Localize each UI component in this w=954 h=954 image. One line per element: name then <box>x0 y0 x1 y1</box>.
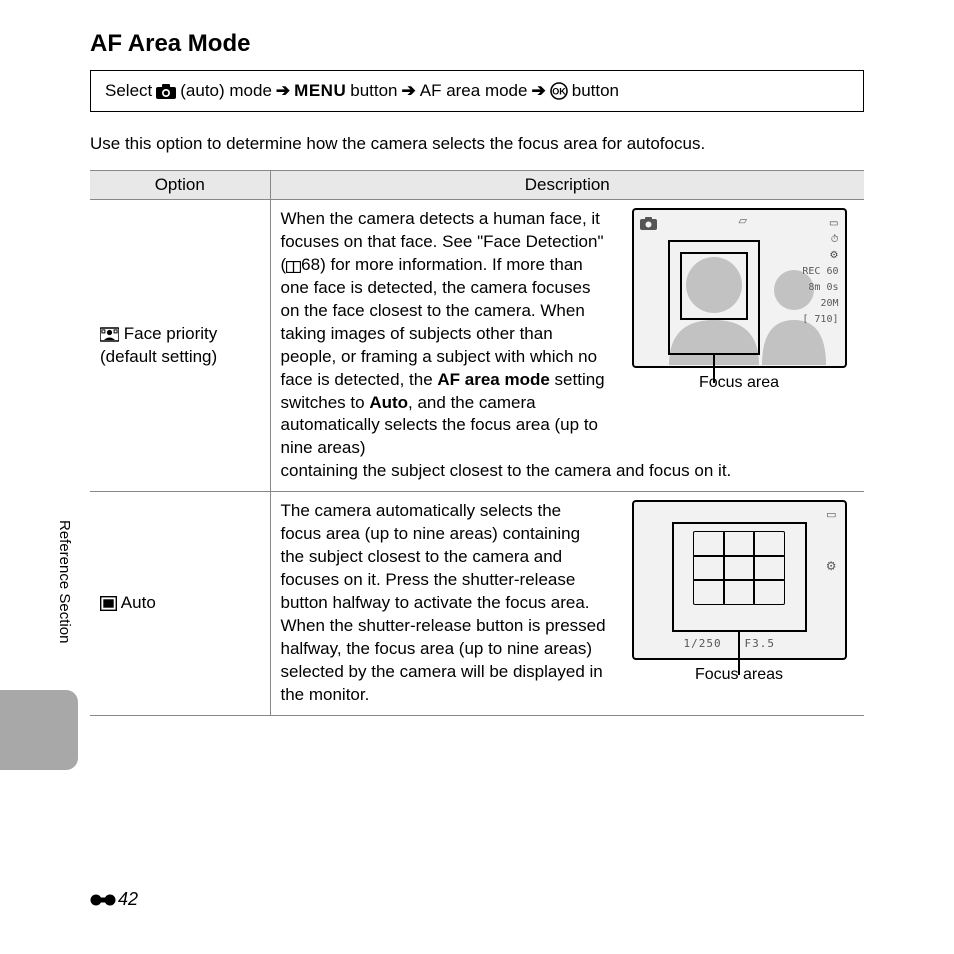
option-cell: Auto <box>90 492 270 715</box>
desc-part-overflow: containing the subject closest to the ca… <box>281 460 855 483</box>
focus-grid <box>694 532 784 604</box>
diagram-shutter: 1/250 <box>684 637 722 650</box>
nav-after-menu: button <box>350 81 397 101</box>
section-thumb-tab <box>0 690 78 770</box>
nav-mode-suffix: (auto) mode <box>180 81 272 101</box>
diagram-zoom-icon: ▱ <box>739 214 747 229</box>
option-label: Auto <box>121 593 156 612</box>
page-ref-icon <box>286 261 301 273</box>
table-row: Face priority (default setting) When the… <box>90 200 864 492</box>
face-priority-icon <box>100 326 119 342</box>
diagram-battery-icon: ▭ <box>826 508 836 523</box>
arrow-right-icon: ➔ <box>276 81 290 101</box>
menu-button-label: MENU <box>294 81 346 101</box>
svg-text:OK: OK <box>552 87 566 97</box>
camera-icon <box>156 84 176 99</box>
page-number-value: 42 <box>118 889 138 910</box>
auto-area-icon <box>100 596 117 611</box>
nav-pre: Select <box>105 81 152 101</box>
callout-line <box>713 355 715 383</box>
th-description: Description <box>270 171 864 200</box>
description-cell: When the camera detects a human face, it… <box>270 200 864 492</box>
description-cell: The camera automatically selects the foc… <box>270 492 864 715</box>
section-side-label: Reference Section <box>56 520 73 643</box>
reference-section-icon <box>90 892 116 908</box>
intro-paragraph: Use this option to determine how the cam… <box>90 134 864 154</box>
option-sub: (default setting) <box>100 347 217 366</box>
diagram-caption: Focus area <box>624 372 854 394</box>
desc-bold: AF area mode <box>437 370 549 389</box>
desc-part: 68 <box>301 255 320 274</box>
option-cell: Face priority (default setting) <box>90 200 270 492</box>
diagram-exposure-info: 1/250 F3.5 <box>684 637 776 652</box>
description-text: When the camera detects a human face, it… <box>281 208 607 460</box>
diagram-info: REC 60 <box>802 264 838 280</box>
diagram-fnumber: F3.5 <box>745 637 776 650</box>
page-heading: AF Area Mode <box>90 30 864 58</box>
arrow-right-icon: ➔ <box>402 81 416 101</box>
page-number: 42 <box>90 889 138 910</box>
breadcrumb-navigation: Select (auto) mode ➔ MENU button ➔ AF ar… <box>90 70 864 112</box>
desc-bold: Auto <box>369 393 408 412</box>
focus-frame-inner <box>680 252 748 320</box>
camera-mode-icon <box>640 217 657 230</box>
face-priority-diagram: ▱ ▭⏱⚙ REC 60 8m 0s 20M <box>632 208 847 368</box>
description-text: The camera automatically selects the foc… <box>281 500 607 706</box>
nav-end: button <box>572 81 619 101</box>
th-option: Option <box>90 171 270 200</box>
ok-button-icon: OK <box>550 82 568 100</box>
arrow-right-icon: ➔ <box>531 81 545 101</box>
diagram-settings-icon: ⚙ <box>826 558 837 574</box>
diagram-info: 20M <box>802 296 838 312</box>
table-row: Auto The camera automatically selects th… <box>90 492 864 715</box>
option-label: Face priority <box>124 324 218 343</box>
desc-part: ) for more information. If more than one… <box>281 255 598 389</box>
callout-line <box>738 631 740 675</box>
nav-item: AF area mode <box>420 81 528 101</box>
options-table: Option Description Face priority (defaul… <box>90 170 864 716</box>
auto-area-diagram: ▭ ⚙ 1/250 F3.5 <box>632 500 847 660</box>
diagram-info: 8m 0s <box>802 280 838 296</box>
diagram-info: [ 710] <box>802 312 838 328</box>
diagram-status-icons: ▭⏱⚙ REC 60 8m 0s 20M [ 710] <box>802 216 838 328</box>
